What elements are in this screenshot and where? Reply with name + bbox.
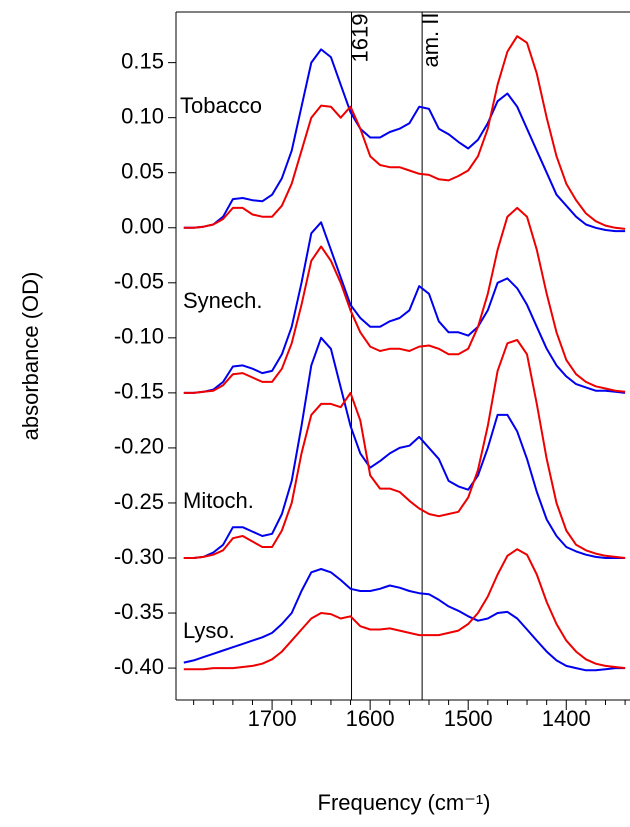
x-axis-title: Frequency (cm⁻¹) — [318, 790, 491, 815]
sample-label: Lyso. — [183, 618, 235, 643]
sample-label: Tobacco — [180, 93, 262, 118]
sample-label: Synech. — [183, 288, 263, 313]
x-tick-label: 1400 — [542, 706, 591, 731]
plot-area — [183, 12, 626, 700]
spectrum-line — [183, 548, 626, 671]
spectrum-line — [183, 221, 626, 394]
y-tick-label: -0.25 — [114, 489, 164, 514]
spectrum-line — [183, 336, 626, 559]
spectrum-line — [183, 48, 626, 233]
y-tick-label: -0.30 — [114, 544, 164, 569]
x-tick-label: 1500 — [444, 706, 493, 731]
spectrum-line — [183, 35, 626, 230]
y-tick-label: -0.15 — [114, 379, 164, 404]
x-tick-label: 1600 — [346, 706, 395, 731]
spectrum-line — [183, 206, 626, 394]
y-tick-label: 0.15 — [121, 48, 164, 73]
y-tick-label: 0.10 — [121, 103, 164, 128]
spectrum-line — [183, 339, 626, 559]
y-tick-label: 0.00 — [121, 214, 164, 239]
y-tick-label: -0.35 — [114, 599, 164, 624]
y-tick-label: -0.40 — [114, 654, 164, 679]
y-tick-label: -0.05 — [114, 269, 164, 294]
reference-label: 1619 — [347, 14, 372, 63]
y-tick-label: -0.20 — [114, 434, 164, 459]
reference-label: am. II — [418, 12, 443, 67]
spectrum-line — [183, 568, 626, 672]
y-tick-label: -0.10 — [114, 324, 164, 349]
sample-label: Mitoch. — [183, 488, 254, 513]
y-tick-label: 0.05 — [121, 159, 164, 184]
x-tick-label: 1700 — [248, 706, 297, 731]
y-axis-title: absorbance (OD) — [18, 272, 43, 441]
